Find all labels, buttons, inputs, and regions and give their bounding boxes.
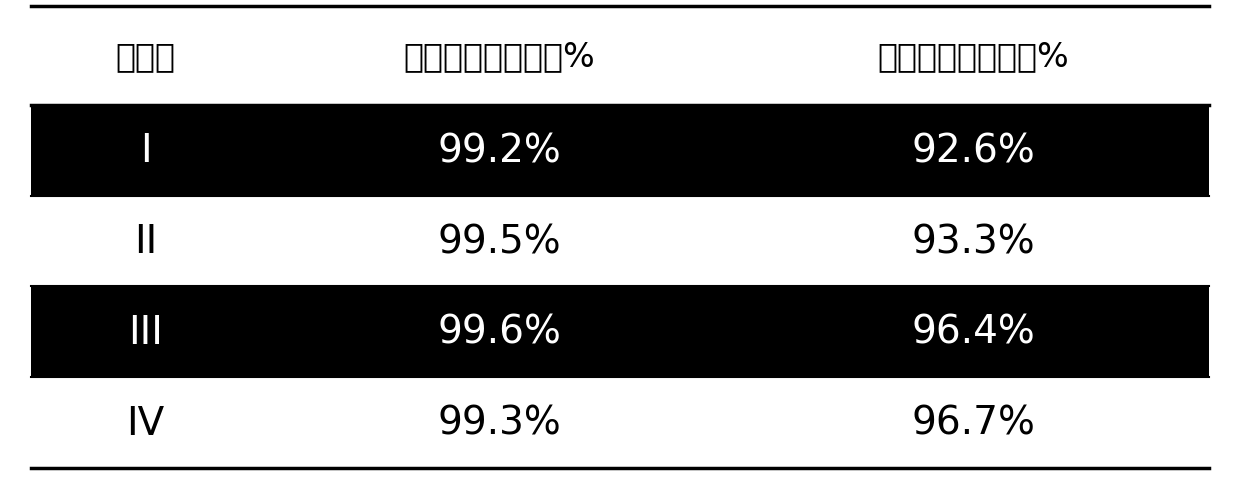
Text: I: I — [140, 132, 151, 170]
Text: 催化剂: 催化剂 — [115, 40, 176, 73]
Text: 99.5%: 99.5% — [438, 223, 560, 261]
Text: 93.3%: 93.3% — [911, 223, 1035, 261]
Bar — [31, 287, 1209, 377]
Bar — [31, 196, 1209, 287]
Text: II: II — [134, 223, 157, 261]
Text: IV: IV — [126, 404, 165, 442]
Text: 96.7%: 96.7% — [911, 404, 1035, 442]
Text: 96.4%: 96.4% — [911, 313, 1035, 351]
Text: 99.6%: 99.6% — [438, 313, 560, 351]
Text: III: III — [128, 313, 164, 351]
Text: 92.6%: 92.6% — [911, 132, 1035, 170]
Text: 99.3%: 99.3% — [438, 404, 560, 442]
Text: 异戊烯醇选择性，%: 异戊烯醇选择性，% — [878, 40, 1069, 73]
Text: 99.2%: 99.2% — [438, 132, 560, 170]
Text: 异戊烯醛转化率，%: 异戊烯醛转化率，% — [403, 40, 595, 73]
Bar — [31, 106, 1209, 196]
Bar — [31, 377, 1209, 468]
